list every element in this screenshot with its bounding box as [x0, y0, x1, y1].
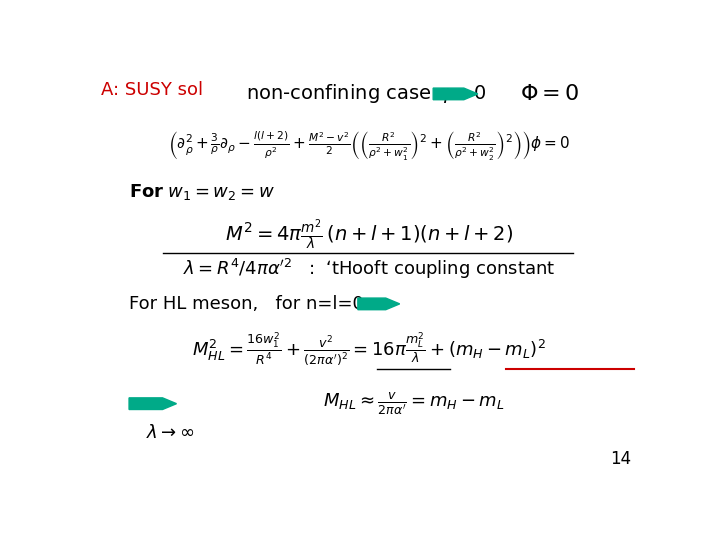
Text: $\left(\partial_{\rho}^2 + \frac{3}{\rho}\partial_{\rho} - \frac{l(l+2)}{\rho^2}: $\left(\partial_{\rho}^2 + \frac{3}{\rho…: [168, 130, 570, 163]
Text: $M^2 = 4\pi \frac{m^2}{\lambda}\,(n+l+1)(n+l+2)$: $M^2 = 4\pi \frac{m^2}{\lambda}\,(n+l+1)…: [225, 218, 513, 253]
Text: 14: 14: [610, 450, 631, 468]
Text: A: SUSY sol: A: SUSY sol: [101, 82, 203, 99]
Text: $M_{HL}^2 = \frac{16w_1^2}{R^4} + \frac{v^2}{(2\pi\alpha^{\prime})^2} = 16\pi\fr: $M_{HL}^2 = \frac{16w_1^2}{R^4} + \frac{…: [192, 331, 546, 368]
Text: $\mathbf{For}\; w_1 = w_2 = w$: $\mathbf{For}\; w_1 = w_2 = w$: [129, 181, 275, 201]
Text: $M_{HL} \approx \frac{v}{2\pi\alpha^{\prime}} = m_H - m_L$: $M_{HL} \approx \frac{v}{2\pi\alpha^{\pr…: [323, 390, 505, 417]
Text: For HL meson,   for n=l=0: For HL meson, for n=l=0: [129, 295, 364, 313]
Text: non-confining case $q = 0$: non-confining case $q = 0$: [246, 83, 486, 105]
FancyArrow shape: [433, 88, 478, 100]
FancyArrow shape: [358, 298, 400, 310]
Text: $\lambda = R^4/4\pi\alpha^{\prime 2}\;$  :  ‘tHooft coupling constant: $\lambda = R^4/4\pi\alpha^{\prime 2}\;$ …: [183, 256, 555, 281]
FancyArrow shape: [129, 398, 176, 409]
Text: $\Phi = 0$: $\Phi = 0$: [520, 84, 579, 104]
Text: $\lambda \to \infty$: $\lambda \to \infty$: [145, 424, 194, 442]
